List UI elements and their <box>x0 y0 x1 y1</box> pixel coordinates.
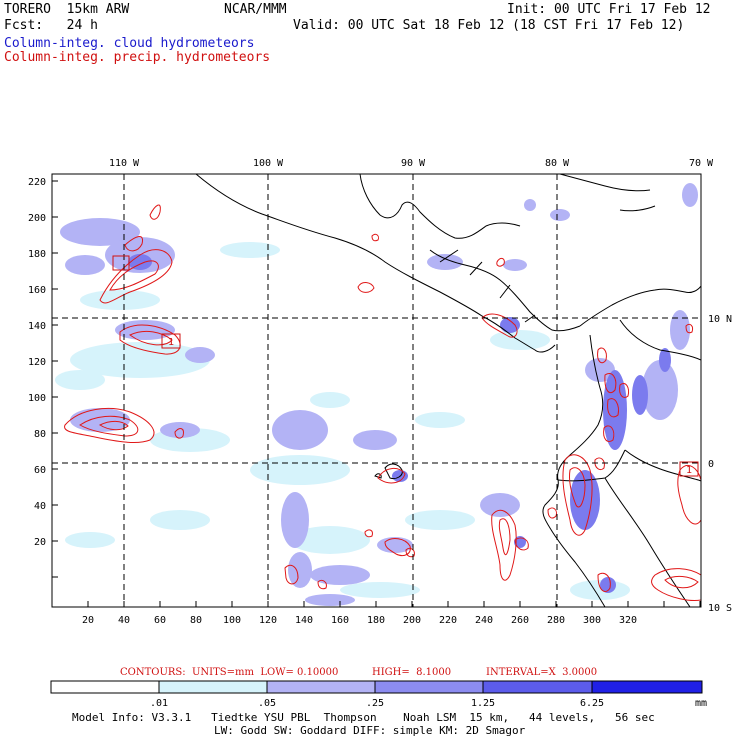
x-tick-label: 200 <box>403 615 421 626</box>
y-tick-label: 160 <box>28 285 46 296</box>
x-tick-label: 40 <box>118 615 130 626</box>
color-bar-swatch <box>591 680 703 694</box>
lat-label-10n: 10 N <box>708 314 732 325</box>
x-tick-label: 280 <box>547 615 565 626</box>
x-tick-label: 160 <box>331 615 349 626</box>
color-bar-swatch <box>374 680 484 694</box>
x-tick-label: 220 <box>439 615 457 626</box>
y-tick-labels: 220 200 180 160 140 120 100 80 60 40 20 <box>28 177 46 548</box>
low-marker-label: 1 <box>686 465 692 476</box>
high-marker-box <box>161 333 181 349</box>
x-tick-label: 140 <box>295 615 313 626</box>
color-bar-swatch <box>482 680 593 694</box>
low-marker-box <box>679 461 699 477</box>
longitude-labels: 110 W 100 W 90 W 80 W 70 W <box>109 158 714 169</box>
latitude-labels: 10 N 0 10 S <box>708 314 732 614</box>
init-time: Init: 00 UTC Fri 17 Feb 12 <box>507 2 711 17</box>
lon-label-70w: 70 W <box>689 158 714 169</box>
x-tick-label: 80 <box>190 615 202 626</box>
max-marker-box <box>112 255 130 271</box>
tick-marks <box>52 180 701 607</box>
model-info-line2: LW: Godd SW: Goddard DIFF: simple KM: 2D… <box>214 724 526 737</box>
color-bar-label: 1.25 <box>471 698 495 709</box>
x-tick-label: 180 <box>367 615 385 626</box>
contour-legend-interval: INTERVAL=X 3.0000 <box>486 667 598 678</box>
color-bar-swatch <box>50 680 160 694</box>
x-tick-label: 260 <box>511 615 529 626</box>
color-bar-label: .05 <box>258 698 276 709</box>
x-tick-label: 60 <box>154 615 166 626</box>
field-precip-label: Column-integ. precip. hydrometeors <box>4 50 271 65</box>
valid-time: Valid: 00 UTC Sat 18 Feb 12 (18 CST Fri … <box>293 18 685 33</box>
y-tick-label: 220 <box>28 177 46 188</box>
color-bar-swatch <box>266 680 376 694</box>
y-tick-label: 60 <box>34 465 46 476</box>
model-title: TORERO 15km ARW <box>4 2 130 17</box>
coastlines <box>195 174 701 607</box>
x-tick-label: 240 <box>475 615 493 626</box>
x-tick-label: 100 <box>223 615 241 626</box>
lat-label-0: 0 <box>708 459 714 470</box>
contour-legend-high: HIGH= 8.1000 <box>372 667 452 678</box>
y-tick-label: 80 <box>34 429 46 440</box>
model-info-line1: Model Info: V3.3.1 Tiedtke YSU PBL Thomp… <box>72 711 655 724</box>
y-tick-label: 120 <box>28 357 46 368</box>
organization: NCAR/MMM <box>224 2 287 17</box>
lat-lon-grid <box>52 174 701 607</box>
x-tick-label: 300 <box>583 615 601 626</box>
color-bar-label: .25 <box>366 698 384 709</box>
x-tick-label: 120 <box>259 615 277 626</box>
high-marker-label: 1 <box>168 337 174 348</box>
color-bar-labels: .01 .05 .25 1.25 6.25 mm <box>150 698 707 709</box>
color-bar-units: mm <box>695 698 707 709</box>
lat-label-10s: 10 S <box>708 603 732 614</box>
color-bar-swatch <box>158 680 268 694</box>
precip-contours <box>64 204 701 601</box>
y-tick-label: 180 <box>28 249 46 260</box>
color-bar <box>50 680 703 694</box>
y-tick-label: 40 <box>34 501 46 512</box>
lon-label-80w: 80 W <box>545 158 570 169</box>
x-tick-label: 20 <box>82 615 94 626</box>
contour-markers: 1 1 <box>112 255 699 477</box>
y-tick-label: 20 <box>34 537 46 548</box>
y-tick-label: 140 <box>28 321 46 332</box>
lon-label-90w: 90 W <box>401 158 426 169</box>
contour-legend-low: CONTOURS: UNITS=mm LOW= 0.10000 <box>120 667 339 678</box>
y-tick-label: 200 <box>28 213 46 224</box>
forecast-hour: Fcst: 24 h <box>4 18 98 33</box>
lon-label-110w: 110 W <box>109 158 140 169</box>
color-bar-label: .01 <box>150 698 168 709</box>
x-tick-label: 320 <box>619 615 637 626</box>
y-tick-label: 100 <box>28 393 46 404</box>
color-bar-label: 6.25 <box>580 698 604 709</box>
x-tick-labels: 20 40 60 80 100 120 140 160 180 200 220 … <box>82 615 637 626</box>
lon-label-100w: 100 W <box>253 158 284 169</box>
field-cloud-label: Column-integ. cloud hydrometeors <box>4 36 255 51</box>
